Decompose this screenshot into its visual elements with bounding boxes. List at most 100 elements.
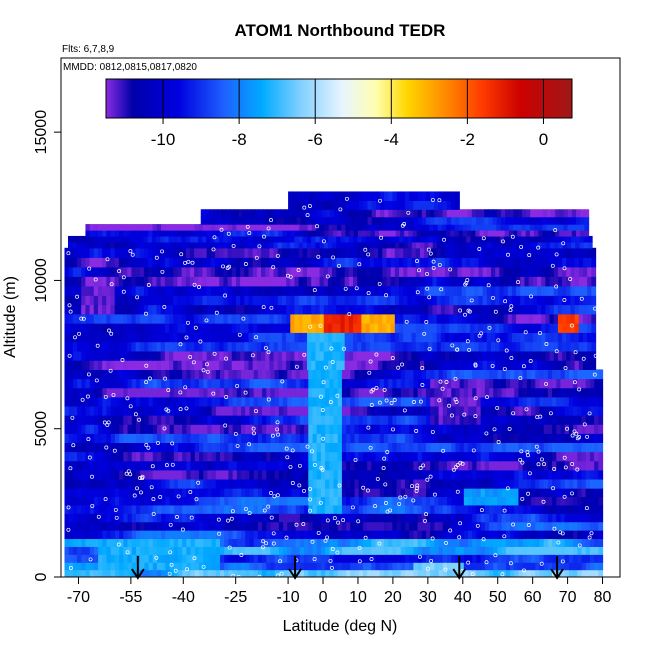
heatmap-cell <box>312 569 318 577</box>
heatmap-cell <box>182 396 187 407</box>
heatmap-cell <box>421 451 427 462</box>
heatmap-cell <box>470 341 475 352</box>
heatmap-cell <box>578 247 584 258</box>
heatmap-cell <box>465 350 471 361</box>
heatmap-cell <box>434 469 440 480</box>
heatmap-cell <box>173 442 179 453</box>
heatmap-cell <box>194 369 200 380</box>
heatmap-cell <box>156 496 162 506</box>
heatmap-cell <box>371 569 377 577</box>
heatmap-cell <box>207 538 213 547</box>
heatmap-cell <box>589 378 595 389</box>
heatmap-cell <box>358 513 364 523</box>
heatmap-cell <box>573 460 578 471</box>
heatmap-cell <box>421 546 427 555</box>
heatmap-cell <box>325 378 330 389</box>
heatmap-cell <box>81 369 87 380</box>
heatmap-cell <box>417 513 423 523</box>
heatmap-cell <box>278 562 284 571</box>
heatmap-cell <box>290 360 296 370</box>
heatmap-cell <box>135 546 141 555</box>
heatmap-cell <box>206 313 212 324</box>
heatmap-cell <box>319 295 325 306</box>
heatmap-cell <box>135 235 140 243</box>
heatmap-cell <box>399 295 404 306</box>
heatmap-cell <box>566 332 572 343</box>
heatmap-cell <box>127 257 132 268</box>
heatmap-cell <box>295 546 301 555</box>
heatmap-cell <box>266 554 272 563</box>
heatmap-cell <box>340 360 346 370</box>
heatmap-cell <box>476 378 482 389</box>
heatmap-cell <box>547 521 553 531</box>
heatmap-cell <box>371 530 377 540</box>
heatmap-cell <box>315 341 321 352</box>
heatmap-cell <box>173 285 178 296</box>
heatmap-cell <box>266 415 272 425</box>
heatmap-cell <box>503 332 509 343</box>
heatmap-cell <box>499 295 505 306</box>
heatmap-cell <box>160 266 166 277</box>
heatmap-cell <box>253 451 259 462</box>
heatmap-cell <box>432 341 438 352</box>
heatmap-cell <box>89 313 95 324</box>
heatmap-cell <box>518 478 524 489</box>
heatmap-cell <box>253 504 259 514</box>
heatmap-cell <box>531 496 536 506</box>
heatmap-cell <box>424 350 429 361</box>
heatmap-cell <box>72 488 78 498</box>
heatmap-cell <box>409 378 414 389</box>
heatmap-cell <box>165 546 171 555</box>
heatmap-cell <box>299 569 305 577</box>
heatmap-cell <box>131 433 137 444</box>
heatmap-cell <box>501 378 507 389</box>
heatmap-cell <box>110 469 116 480</box>
heatmap-cell <box>543 469 549 480</box>
heatmap-cell <box>336 235 342 243</box>
heatmap-cell <box>522 530 528 540</box>
heatmap-cell <box>501 546 507 555</box>
heatmap-cell <box>93 415 99 425</box>
heatmap-cell <box>140 424 145 434</box>
heatmap-cell <box>106 285 112 296</box>
heatmap-cell <box>358 396 364 407</box>
heatmap-cell <box>400 530 406 540</box>
heatmap-cell <box>430 469 435 480</box>
heatmap-cell <box>365 332 371 343</box>
heatmap-cell <box>337 538 343 547</box>
heatmap-cell <box>340 266 346 277</box>
heatmap-cell <box>77 562 82 571</box>
heatmap-cell <box>445 332 450 343</box>
heatmap-cell <box>545 247 551 258</box>
heatmap-cell <box>281 332 287 343</box>
heatmap-cell <box>287 451 293 462</box>
heatmap-cell <box>587 295 592 306</box>
heatmap-cell <box>256 285 262 296</box>
heatmap-cell <box>417 496 423 506</box>
heatmap-cell <box>257 369 263 380</box>
heatmap-cell <box>581 521 587 531</box>
heatmap-cell <box>587 247 592 258</box>
heatmap-cell <box>291 396 297 407</box>
heatmap-cell <box>299 387 305 398</box>
heatmap-cell <box>581 569 587 577</box>
heatmap-cell <box>442 554 448 563</box>
heatmap-cell <box>438 469 444 480</box>
heatmap-cell <box>409 569 414 577</box>
heatmap-cell <box>413 530 419 540</box>
heatmap-cell <box>228 387 234 398</box>
heatmap-cell <box>560 569 566 577</box>
heatmap-cell <box>299 496 305 506</box>
heatmap-cell <box>140 513 145 523</box>
heatmap-cell <box>531 513 536 523</box>
heatmap-cell <box>77 538 82 547</box>
heatmap-cell <box>419 247 425 258</box>
heatmap-cell <box>336 350 342 361</box>
heatmap-cell <box>123 304 128 315</box>
heatmap-cell <box>147 235 153 243</box>
heatmap-cell <box>407 295 413 306</box>
heatmap-cell <box>203 469 209 480</box>
heatmap-cell <box>419 313 425 324</box>
heatmap-cell <box>545 257 551 268</box>
heatmap-cell <box>197 235 203 243</box>
